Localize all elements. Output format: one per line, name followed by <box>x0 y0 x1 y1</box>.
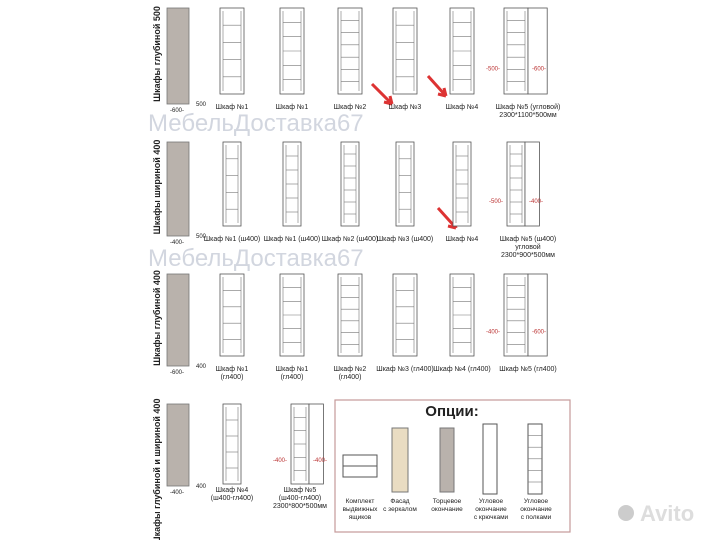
option-label: Комплект <box>346 498 375 505</box>
dimension: -400- <box>273 458 287 464</box>
cabinet <box>392 273 418 357</box>
cabinet <box>340 141 360 227</box>
cabinet-caption: (ш400-гл400) <box>279 495 321 502</box>
cabinet-caption: 2300*800*500мм <box>273 503 327 510</box>
dimension: -400- <box>170 240 184 246</box>
cabinet-caption: Шкаф №5 (ш400) <box>500 236 557 243</box>
cabinet-caption: (гл400) <box>339 374 362 381</box>
cabinet-caption: Шкаф №2 <box>334 104 367 111</box>
options-box <box>334 399 571 533</box>
cabinet-caption: Шкаф №3 <box>389 104 422 111</box>
dimension: -600- <box>170 108 184 114</box>
option-label: Угловое <box>524 498 549 505</box>
option-label: с зеркалом <box>383 506 417 513</box>
dimension: -600- <box>532 330 546 336</box>
option-label: с полками <box>521 514 552 521</box>
dimension: -400- <box>486 330 500 336</box>
cabinet-caption: Шкаф №2 (ш400) <box>322 236 379 243</box>
cabinet <box>392 7 418 95</box>
wood-panel <box>166 403 190 487</box>
dimension: -500- <box>486 67 500 73</box>
cabinet-caption: (ш400-гл400) <box>211 495 253 502</box>
cabinet <box>222 141 242 227</box>
dimension: 500 <box>196 102 207 108</box>
cabinet-caption: Шкаф №3 (гл400) <box>376 366 433 373</box>
dimension: -400- <box>170 490 184 496</box>
cabinet <box>222 403 242 485</box>
dimension: -500- <box>489 199 503 205</box>
dimension: -400- <box>313 458 327 464</box>
cabinet-caption: Шкаф №1 <box>216 104 249 111</box>
option-label: Торцевое <box>433 498 462 505</box>
cabinet <box>219 7 245 95</box>
cabinet <box>308 403 324 485</box>
cabinet-caption: Шкаф №5 <box>284 487 317 494</box>
cabinet-caption: 2300*900*500мм <box>501 252 555 259</box>
dimension: -400- <box>529 199 543 205</box>
mirror-facade <box>391 427 409 493</box>
option-label: окончание <box>431 506 463 513</box>
cabinet-caption: Шкаф №1 (ш400) <box>264 236 321 243</box>
cabinet-caption: (гл400) <box>221 374 244 381</box>
cabinet <box>503 273 529 357</box>
options-title: Опции: <box>425 403 478 420</box>
cabinet-caption: Шкаф №5 (угловой) <box>496 103 561 111</box>
watermark: МебельДоставка67 <box>148 245 364 272</box>
wood-panel <box>166 7 190 105</box>
arrow <box>426 74 448 98</box>
row-label: Шкафы глубиной 500 <box>152 6 162 102</box>
option-label: выдвижных <box>343 506 379 513</box>
cabinet-caption: Шкаф №1 <box>216 366 249 373</box>
cabinet-caption: Шкаф №5 (гл400) <box>499 366 556 373</box>
dimension: -600- <box>532 67 546 73</box>
cabinet-caption: Шкаф №4 (гл400) <box>433 366 490 373</box>
cabinet-caption: Шкаф №1 <box>276 366 309 373</box>
cabinet <box>503 7 529 95</box>
row-label: Шкафы глубиной и шириной 400 <box>152 399 162 540</box>
dimension: -600- <box>170 370 184 376</box>
watermark: МебельДоставка67 <box>148 110 364 137</box>
arrow <box>370 82 394 106</box>
cabinet-caption: Шкаф №1 (ш400) <box>204 236 261 243</box>
option-label: Угловое <box>479 498 504 505</box>
wood-panel <box>166 141 190 237</box>
cabinet-caption: Шкаф №1 <box>276 104 309 111</box>
option-label: окончание <box>475 506 507 513</box>
end-panel <box>439 427 455 493</box>
cabinet <box>337 273 363 357</box>
cabinet <box>524 141 540 227</box>
cabinet-caption: угловой <box>515 243 540 251</box>
dimension: 400 <box>196 484 207 490</box>
option-label: с крючками <box>474 514 509 521</box>
cabinet-caption: Шкаф №2 <box>334 366 367 373</box>
option-label: Фасад <box>390 498 409 505</box>
logo: Avito <box>640 501 694 526</box>
row-label: Шкафы шириной 400 <box>152 140 162 235</box>
cabinet-caption: Шкаф №3 (ш400) <box>377 236 434 243</box>
cabinet <box>527 7 548 95</box>
cabinet <box>337 7 363 95</box>
corner-hooks <box>482 423 498 495</box>
cabinet <box>219 273 245 357</box>
row-label: Шкафы глубиной 400 <box>152 270 162 366</box>
cabinet <box>527 273 548 357</box>
cabinet-caption: (гл400) <box>281 374 304 381</box>
cabinet-caption: 2300*1100*500мм <box>499 112 557 119</box>
cabinet-caption: Шкаф №4 <box>446 104 479 111</box>
cabinet-caption: Шкаф №4 <box>216 487 249 494</box>
cabinet-caption: Шкаф №4 <box>446 236 479 243</box>
dimension: 500 <box>196 234 207 240</box>
wood-panel <box>166 273 190 367</box>
cabinet <box>395 141 415 227</box>
option-label: окончание <box>520 506 552 513</box>
logo-icon <box>618 505 634 521</box>
dimension: 400 <box>196 364 207 370</box>
option-label: ящиков <box>349 514 372 521</box>
